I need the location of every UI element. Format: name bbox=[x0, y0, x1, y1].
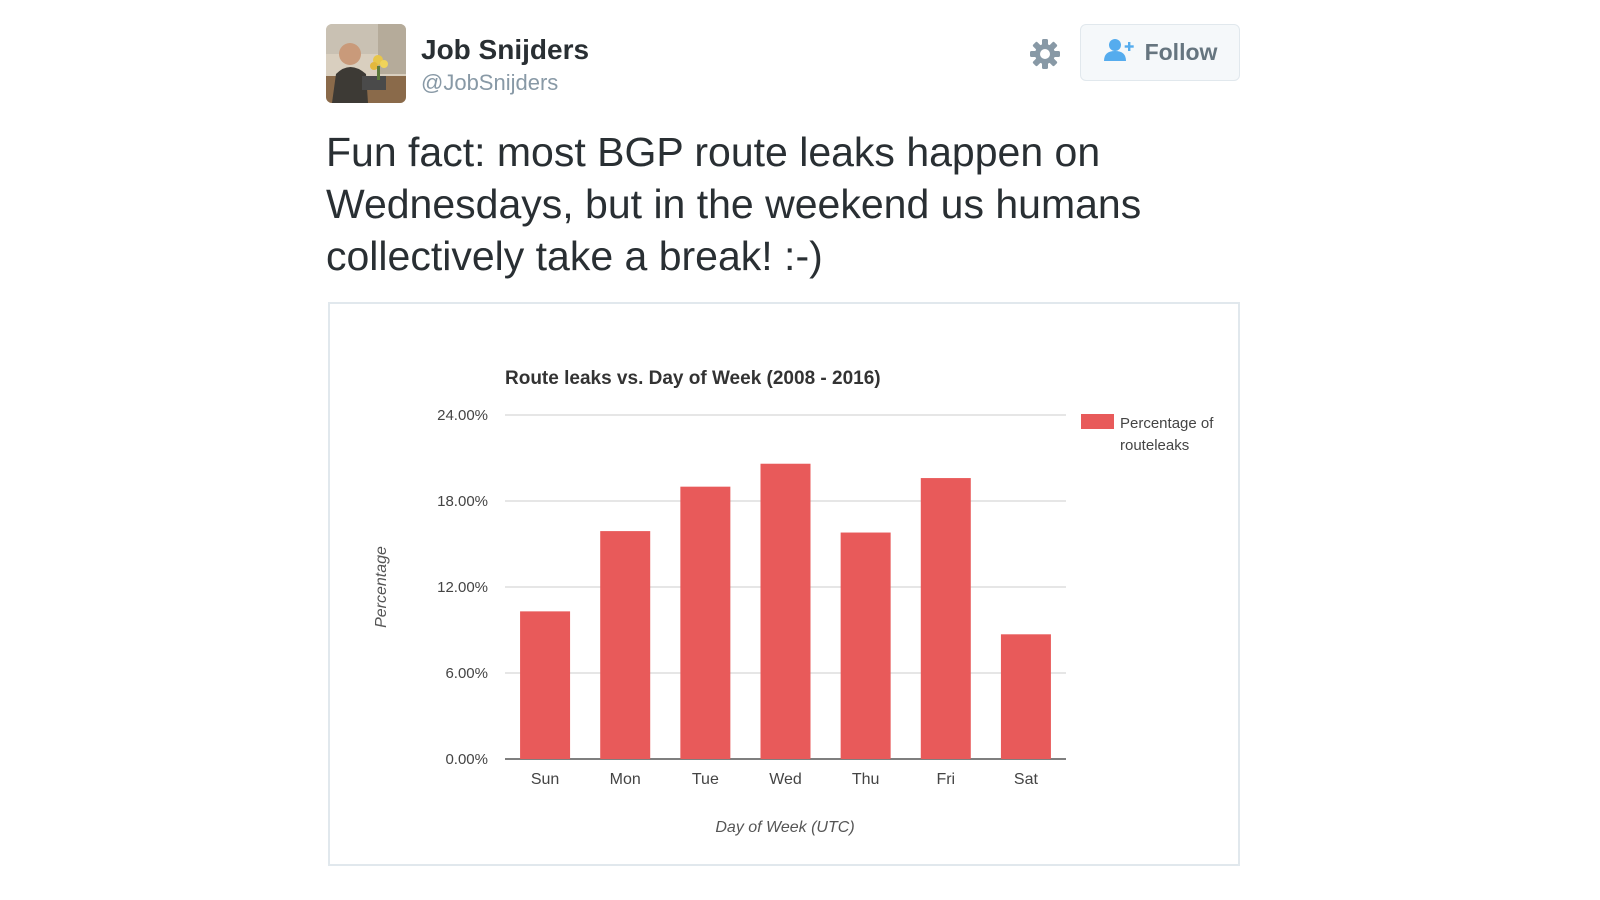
x-tick-label: Wed bbox=[769, 771, 802, 788]
follow-label: Follow bbox=[1144, 39, 1218, 65]
y-tick-label: 18.00% bbox=[437, 493, 488, 510]
chart-card[interactable]: Route leaks vs. Day of Week (2008 - 2016… bbox=[328, 302, 1240, 866]
avatar[interactable] bbox=[326, 24, 406, 103]
add-user-icon bbox=[1103, 37, 1135, 68]
x-tick-label: Tue bbox=[692, 771, 719, 788]
y-tick-label: 0.00% bbox=[445, 751, 488, 768]
tweet-text: Fun fact: most BGP route leaks happen on… bbox=[326, 129, 1142, 279]
bar-mon[interactable] bbox=[600, 531, 651, 759]
x-tick-label: Sun bbox=[531, 771, 559, 788]
x-tick-label: Thu bbox=[852, 771, 880, 788]
x-tick-label: Fri bbox=[936, 771, 955, 788]
x-tick-label: Mon bbox=[610, 771, 641, 788]
x-tick-label: Sat bbox=[1014, 771, 1039, 788]
bar-tue[interactable] bbox=[680, 486, 731, 759]
gear-icon[interactable] bbox=[1027, 36, 1063, 72]
x-axis-label: Day of Week (UTC) bbox=[715, 819, 854, 836]
bar-wed[interactable] bbox=[760, 463, 811, 759]
bar-chart: Route leaks vs. Day of Week (2008 - 2016… bbox=[373, 368, 1214, 836]
bar-fri[interactable] bbox=[920, 478, 971, 759]
bar-sat[interactable] bbox=[1000, 634, 1051, 759]
y-tick-label: 24.00% bbox=[437, 407, 488, 424]
legend-swatch bbox=[1081, 414, 1114, 429]
legend-label: routeleaks bbox=[1120, 437, 1189, 454]
bar-thu[interactable] bbox=[840, 532, 891, 759]
display-name[interactable]: Job Snijders bbox=[421, 34, 590, 65]
y-axis-label: Percentage bbox=[373, 546, 390, 628]
chart-title: Route leaks vs. Day of Week (2008 - 2016… bbox=[505, 368, 881, 389]
user-handle[interactable]: @JobSnijders bbox=[421, 70, 559, 95]
follow-button[interactable]: Follow bbox=[1080, 24, 1240, 81]
y-tick-label: 12.00% bbox=[437, 579, 488, 596]
y-tick-label: 6.00% bbox=[445, 665, 488, 682]
bar-sun[interactable] bbox=[520, 611, 571, 759]
legend-label: Percentage of bbox=[1120, 415, 1214, 432]
